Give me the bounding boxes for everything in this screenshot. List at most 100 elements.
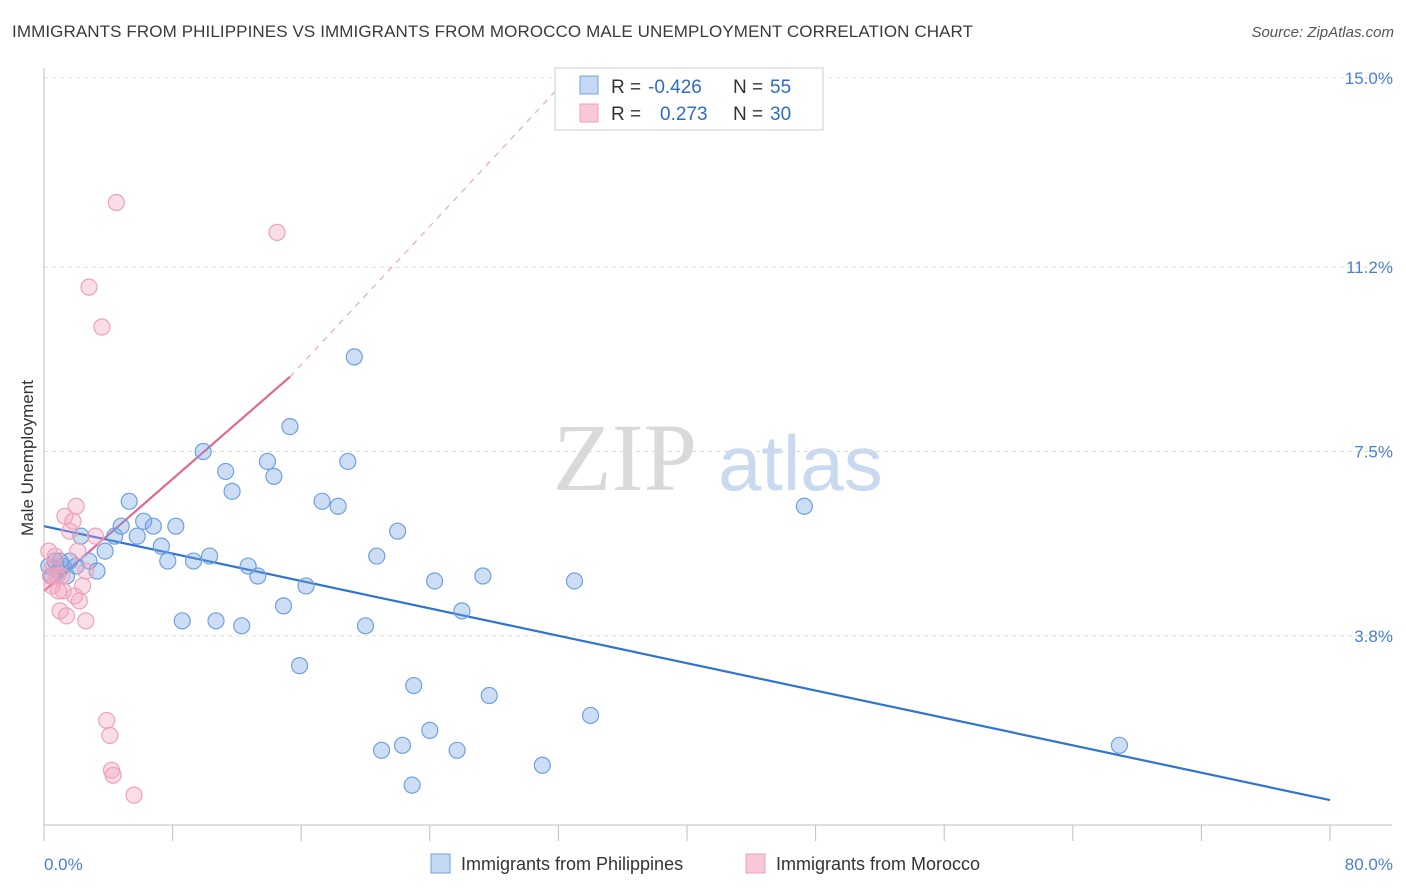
point-philippines-13 [106, 527, 124, 545]
point-philippines-42 [356, 617, 375, 635]
point-morocco-12 [61, 522, 79, 540]
point-philippines-32 [258, 452, 277, 471]
point-philippines-33 [265, 467, 283, 485]
legend-n-value-philippines: 55 [770, 77, 791, 98]
legend-r-label-morocco: R = [611, 104, 641, 125]
point-philippines-34 [274, 597, 293, 615]
point-morocco-28 [107, 193, 125, 212]
correlation-legend: R = -0.426 N = 55 R = 0.273 N = 30 [554, 67, 824, 131]
legend-swatch-philippines [579, 75, 599, 95]
trend-extension-morocco [289, 87, 559, 378]
x-tick-label-0: 0.0% [44, 855, 83, 874]
point-philippines-52 [453, 602, 471, 620]
legend-r-value-philippines: -0.426 [648, 77, 702, 98]
y-tick-label-0: 3.8% [1354, 627, 1393, 646]
point-philippines-20 [159, 552, 177, 570]
trend-line-philippines [43, 525, 1331, 802]
point-philippines-28 [223, 482, 241, 500]
point-morocco-16 [69, 542, 87, 560]
bottom-legend-label-philippines: Immigrants from Philippines [461, 854, 683, 874]
point-philippines-59 [1110, 736, 1129, 754]
point-philippines-56 [565, 572, 584, 590]
point-philippines-31 [249, 567, 267, 585]
point-philippines-44 [372, 741, 391, 759]
legend-swatch-morocco [579, 103, 599, 123]
point-morocco-17 [70, 592, 88, 610]
bottom-legend-swatch-morocco [745, 853, 766, 874]
data-points [40, 193, 1129, 804]
axes [43, 68, 1392, 841]
point-morocco-24 [98, 711, 116, 730]
point-philippines-8 [67, 557, 85, 575]
point-morocco-30 [268, 223, 286, 241]
point-morocco-22 [86, 527, 105, 545]
legend-n-label-philippines: N = [733, 77, 763, 98]
legend-n-value-morocco: 30 [770, 104, 791, 125]
y-tick-label-1: 7.5% [1354, 443, 1393, 462]
point-philippines-29 [233, 617, 251, 635]
point-morocco-11 [57, 607, 76, 625]
y-tick-label-2: 11.2% [1346, 258, 1393, 277]
point-philippines-45 [389, 522, 407, 540]
x-tick-label-1: 80.0% [1345, 855, 1393, 874]
point-morocco-29 [125, 786, 143, 804]
point-philippines-25 [200, 547, 219, 565]
point-philippines-12 [96, 542, 114, 560]
bottom-legend-swatch-philippines [430, 853, 451, 874]
point-philippines-26 [207, 612, 225, 630]
point-philippines-41 [345, 348, 363, 366]
point-philippines-54 [480, 686, 498, 705]
point-philippines-22 [173, 612, 191, 630]
point-morocco-13 [64, 512, 82, 530]
point-philippines-53 [474, 567, 492, 585]
point-philippines-19 [152, 537, 170, 555]
point-philippines-48 [405, 676, 423, 695]
point-philippines-18 [144, 517, 162, 535]
point-philippines-35 [281, 418, 299, 436]
point-morocco-4 [46, 547, 64, 565]
point-philippines-39 [329, 497, 347, 515]
watermark-atlas: atlas [718, 419, 883, 507]
series-legend: Immigrants from Philippines Immigrants f… [430, 853, 980, 874]
point-philippines-17 [135, 512, 153, 530]
point-morocco-27 [104, 766, 122, 784]
point-philippines-24 [194, 442, 212, 461]
point-philippines-50 [426, 572, 444, 590]
point-philippines-40 [339, 452, 357, 471]
point-philippines-43 [368, 547, 386, 565]
point-philippines-21 [167, 517, 185, 535]
point-philippines-58 [795, 497, 813, 515]
point-philippines-57 [581, 706, 600, 725]
point-philippines-51 [448, 741, 466, 759]
point-morocco-20 [77, 562, 95, 580]
point-philippines-15 [120, 492, 138, 510]
point-morocco-19 [77, 612, 95, 630]
point-morocco-9 [54, 582, 72, 600]
point-philippines-49 [421, 721, 439, 739]
point-philippines-27 [217, 462, 235, 481]
point-morocco-5 [48, 567, 66, 585]
legend-n-label-morocco: N = [733, 104, 763, 125]
point-philippines-46 [393, 736, 412, 754]
watermark-zip: ZIP [553, 404, 697, 511]
point-philippines-36 [290, 657, 309, 675]
y-axis-label: Male Unemployment [18, 380, 37, 536]
point-philippines-55 [533, 756, 551, 774]
point-morocco-18 [73, 577, 92, 595]
point-philippines-47 [403, 776, 421, 794]
legend-r-value-morocco: 0.273 [660, 104, 708, 125]
point-morocco-15 [67, 497, 85, 515]
point-philippines-23 [184, 552, 203, 570]
y-tick-label-3: 15.0% [1345, 69, 1393, 88]
chart-source: Source: ZipAtlas.com [1251, 24, 1394, 41]
point-morocco-8 [53, 567, 71, 585]
point-philippines-16 [128, 527, 146, 545]
chart-title: IMMIGRANTS FROM PHILIPPINES VS IMMIGRANT… [12, 22, 974, 41]
point-morocco-23 [93, 318, 111, 336]
point-philippines-37 [297, 577, 315, 595]
point-philippines-14 [112, 517, 130, 535]
tick-labels: 3.8% 7.5% 11.2% 15.0% 0.0% 80.0% [44, 69, 1393, 874]
point-philippines-38 [313, 492, 331, 510]
point-morocco-25 [101, 726, 119, 744]
